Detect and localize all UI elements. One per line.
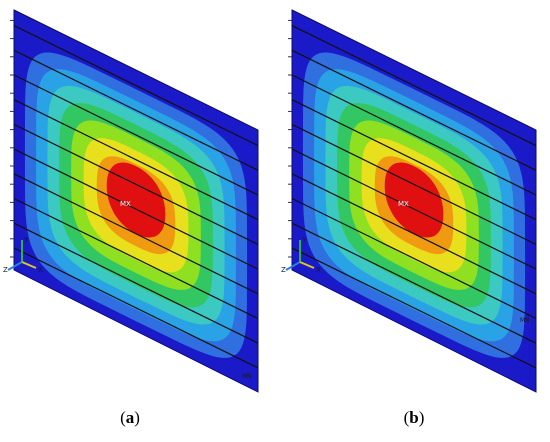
tendon-line (291, 148, 537, 270)
plate-contours (291, 9, 537, 393)
tendon-lines (288, 19, 537, 369)
axis-z-label: Z (281, 266, 286, 274)
tendon-line (13, 25, 259, 147)
max-marker-label: MX (398, 200, 409, 208)
tendon-line (13, 49, 259, 171)
tendon-line (13, 123, 259, 245)
axis-triad: Y Z X (3, 236, 43, 274)
axis-z-label: Z (3, 266, 8, 274)
contour-plot-a: MX Y Z X MN (3, 9, 259, 393)
tendon-line (291, 99, 537, 221)
contour-core (106, 162, 166, 238)
max-marker-label: MX (120, 200, 131, 208)
axis-y-label: Y (23, 236, 29, 244)
tendon-line (13, 74, 259, 196)
tendon-line (13, 173, 259, 295)
contour-core (384, 162, 444, 238)
caption-b: (b) (403, 408, 425, 427)
contour-plot-b: MX Y Z X MN (281, 9, 537, 393)
tendon-line (291, 197, 537, 320)
tendon-line (291, 247, 537, 369)
min-marker-label: MN (242, 373, 252, 380)
tendon-line (291, 173, 537, 295)
tendon-line (291, 222, 537, 344)
axis-y-label: Y (301, 236, 307, 244)
min-marker-label: MN (520, 317, 530, 324)
axis-triad: Y Z X (281, 236, 321, 274)
tendon-line (13, 197, 259, 320)
tendon-line (291, 49, 537, 171)
caption-a: (a) (120, 408, 140, 427)
tendon-line (13, 148, 259, 270)
tendon-line (291, 123, 537, 245)
tendon-line (291, 25, 537, 147)
tendon-line (13, 222, 259, 344)
plate-contours (13, 9, 259, 393)
tendon-line (291, 74, 537, 196)
tendon-line (13, 247, 259, 369)
axis-x-label: X (38, 266, 43, 274)
tendon-lines (10, 19, 259, 369)
tendon-line (13, 99, 259, 221)
axis-x-label: X (316, 266, 321, 274)
